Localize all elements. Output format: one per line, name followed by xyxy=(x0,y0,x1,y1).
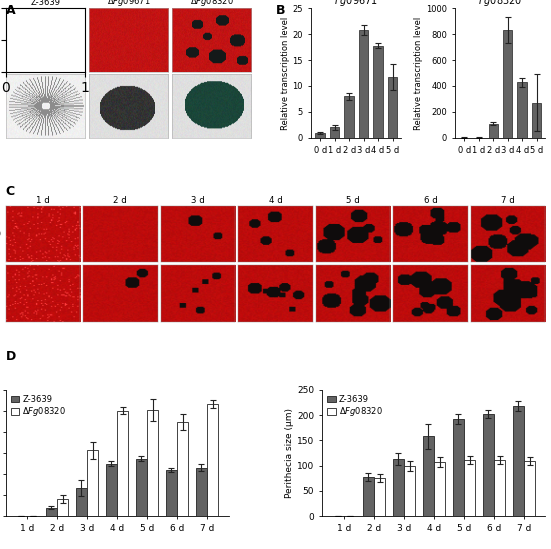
Y-axis label: Z-3639: Z-3639 xyxy=(0,229,1,239)
Bar xyxy=(512,406,524,516)
Title: 2 d: 2 d xyxy=(114,196,127,205)
Bar xyxy=(532,103,542,138)
Bar xyxy=(196,468,207,516)
Bar xyxy=(404,466,415,516)
Bar xyxy=(136,458,147,516)
Title: 6 d: 6 d xyxy=(424,196,437,205)
Title: 4 d: 4 d xyxy=(269,196,282,205)
Y-axis label: Perithecia size (μm): Perithecia size (μm) xyxy=(285,408,294,498)
Legend: Z-3639, $\Delta$$\it{Fg08320}$: Z-3639, $\Delta$$\it{Fg08320}$ xyxy=(10,394,67,419)
Bar xyxy=(363,477,374,516)
Bar xyxy=(177,422,188,516)
Bar xyxy=(374,46,383,138)
Bar xyxy=(374,478,385,516)
Title: 1 d: 1 d xyxy=(36,196,50,205)
Bar xyxy=(503,30,512,138)
Y-axis label: Relative transcription level: Relative transcription level xyxy=(414,16,423,130)
Text: C: C xyxy=(6,185,15,198)
Bar xyxy=(106,463,117,516)
Title: $\it{Fg09671}$: $\it{Fg09671}$ xyxy=(334,0,379,8)
Bar xyxy=(315,133,325,138)
Bar xyxy=(147,410,159,516)
Title: 7 d: 7 d xyxy=(501,196,515,205)
Bar xyxy=(517,82,527,138)
Bar xyxy=(464,460,476,516)
Y-axis label: Relative transcription level: Relative transcription level xyxy=(281,16,290,130)
Bar xyxy=(423,436,434,516)
Bar xyxy=(344,96,354,138)
Bar xyxy=(524,461,536,516)
Y-axis label: $\Delta$$\it{Fg08320}$: $\Delta$$\it{Fg08320}$ xyxy=(0,287,1,300)
Bar xyxy=(388,77,397,138)
Bar xyxy=(117,411,128,516)
Bar xyxy=(207,404,219,516)
Title: $\Delta$$\it{Fg09671}$: $\Delta$$\it{Fg09671}$ xyxy=(106,0,150,8)
Title: Z-3639: Z-3639 xyxy=(30,0,61,8)
Title: $\it{Fg08320}$: $\it{Fg08320}$ xyxy=(478,0,522,8)
Bar xyxy=(75,488,87,516)
Bar xyxy=(452,419,464,516)
Text: D: D xyxy=(6,350,16,362)
Bar xyxy=(330,127,339,138)
Title: 5 d: 5 d xyxy=(346,196,360,205)
Bar xyxy=(57,499,68,516)
Bar xyxy=(489,124,498,138)
Legend: Z-3639, $\Delta$$\it{Fg08320}$: Z-3639, $\Delta$$\it{Fg08320}$ xyxy=(327,394,383,419)
Title: 3 d: 3 d xyxy=(191,196,205,205)
Bar xyxy=(46,508,57,516)
Bar xyxy=(166,470,177,516)
Text: A: A xyxy=(6,4,15,16)
Bar xyxy=(483,413,494,516)
Bar xyxy=(434,462,445,516)
Bar xyxy=(87,450,99,516)
Title: $\Delta$$\it{Fg08320}$: $\Delta$$\it{Fg08320}$ xyxy=(190,0,234,8)
Bar xyxy=(392,459,404,516)
Bar xyxy=(494,460,505,516)
Text: B: B xyxy=(276,4,285,16)
Bar xyxy=(359,30,368,138)
